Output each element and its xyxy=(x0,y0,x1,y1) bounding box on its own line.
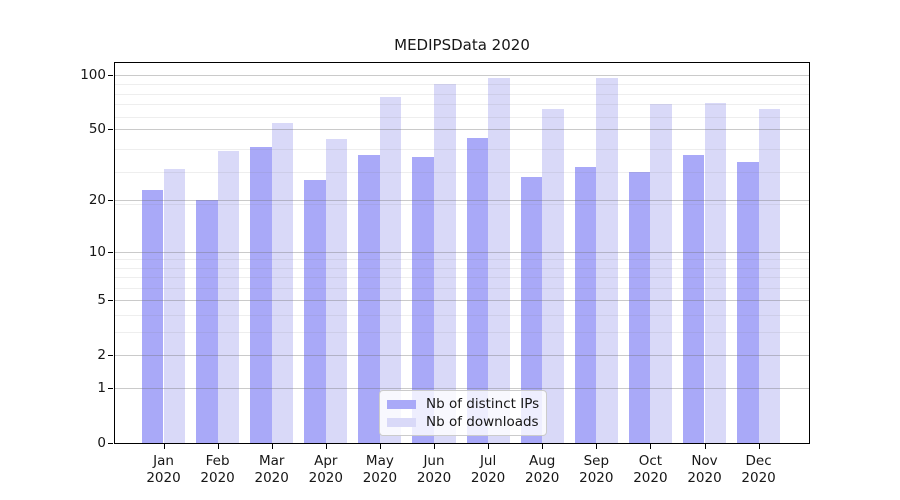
x-tick-mark-jan xyxy=(163,444,165,449)
gridline-major-2 xyxy=(115,355,809,357)
bar-downloads-mar xyxy=(271,123,294,443)
gridline-major-100 xyxy=(115,75,809,76)
x-tick-label-jun: Jun 2020 xyxy=(416,453,452,486)
bar-ips-nov xyxy=(682,155,705,443)
y-tick-mark-50 xyxy=(108,129,113,131)
y-tick-mark-5 xyxy=(108,300,113,302)
x-tick-mark-aug xyxy=(542,444,544,449)
gridline-minor-7 xyxy=(115,277,809,279)
gridline-major-1 xyxy=(115,387,809,389)
bar-ips-may xyxy=(358,155,380,443)
x-tick-label-feb: Feb 2020 xyxy=(200,453,235,486)
gridline-minor-89 xyxy=(115,84,809,86)
bar-downloads-dec xyxy=(758,108,781,443)
gridline-minor-9 xyxy=(115,259,809,261)
legend-item-distinct-ips: Nb of distinct IPs xyxy=(387,396,539,412)
plot-area: Nb of distinct IPs Nb of downloads xyxy=(114,62,810,444)
bar-ips-sep xyxy=(574,166,597,443)
legend-item-downloads: Nb of downloads xyxy=(387,414,539,430)
x-tick-label-aug: Aug 2020 xyxy=(525,453,560,486)
bar-downloads-oct xyxy=(650,104,672,443)
bar-downloads-aug xyxy=(542,108,564,443)
gridline-major-5 xyxy=(115,300,809,302)
y-tick-label-2: 2 xyxy=(97,347,106,364)
gridline-minor-4 xyxy=(115,314,809,316)
y-tick-label-20: 20 xyxy=(88,192,106,209)
y-tick-mark-1 xyxy=(108,387,113,389)
y-tick-mark-100 xyxy=(108,75,113,76)
gridline-minor-6 xyxy=(115,287,809,289)
bar-downloads-nov xyxy=(704,103,727,443)
bar-downloads-apr xyxy=(325,139,348,443)
x-tick-mark-sep xyxy=(596,444,598,449)
y-tick-label-1: 1 xyxy=(97,379,106,396)
x-tick-mark-dec xyxy=(758,444,760,449)
legend: Nb of distinct IPs Nb of downloads xyxy=(379,390,547,436)
bar-downloads-jan xyxy=(163,169,186,443)
legend-swatch-distinct-ips xyxy=(387,399,416,409)
y-tick-label-50: 50 xyxy=(88,121,106,138)
legend-label-distinct-ips: Nb of distinct IPs xyxy=(426,396,540,412)
gridline-major-20 xyxy=(115,200,809,202)
y-tick-label-5: 5 xyxy=(97,292,106,309)
y-tick-label-10: 10 xyxy=(88,243,106,260)
gridline-minor-8 xyxy=(115,267,809,269)
x-tick-label-dec: Dec 2020 xyxy=(741,453,776,486)
legend-label-downloads: Nb of downloads xyxy=(426,414,539,430)
bar-ips-oct xyxy=(628,171,651,443)
bar-downloads-may xyxy=(379,96,402,443)
bar-ips-mar xyxy=(250,146,272,443)
bar-downloads-feb xyxy=(217,150,240,443)
x-tick-mark-jun xyxy=(434,444,435,449)
x-tick-label-nov: Nov 2020 xyxy=(687,453,722,486)
y-tick-mark-0 xyxy=(108,443,113,444)
bar-ips-aug xyxy=(520,177,543,443)
x-tick-label-may: May 2020 xyxy=(362,453,398,486)
y-tick-label-0: 0 xyxy=(97,435,106,451)
bar-ips-dec xyxy=(737,161,759,443)
bar-downloads-jun xyxy=(434,84,456,443)
gridline-minor-29 xyxy=(115,171,809,173)
gridline-minor-3 xyxy=(115,332,809,334)
x-tick-label-apr: Apr 2020 xyxy=(308,453,343,486)
x-tick-mark-nov xyxy=(704,444,706,449)
gridline-minor-19 xyxy=(115,204,809,206)
bar-downloads-sep xyxy=(596,78,618,443)
gridline-major-10 xyxy=(115,251,809,253)
x-tick-label-oct: Oct 2020 xyxy=(633,453,668,486)
x-tick-label-jul: Jul 2020 xyxy=(470,453,506,486)
gridline-minor-59 xyxy=(115,116,809,118)
gridline-minor-39 xyxy=(115,148,809,150)
y-tick-mark-2 xyxy=(108,355,113,357)
x-tick-label-mar: Mar 2020 xyxy=(254,453,289,486)
y-tick-mark-20 xyxy=(108,200,113,202)
x-tick-label-jan: Jan 2020 xyxy=(146,453,181,486)
chart-title: MEDIPSData 2020 xyxy=(394,36,530,54)
bar-ips-feb xyxy=(196,200,218,443)
gridline-minor-69 xyxy=(115,104,809,106)
bar-ips-apr xyxy=(304,180,326,443)
gridline-minor-79 xyxy=(115,93,809,95)
x-tick-mark-jul xyxy=(488,444,490,449)
y-tick-label-100: 100 xyxy=(80,67,106,83)
x-tick-mark-mar xyxy=(271,444,273,449)
gridline-major-50 xyxy=(115,129,809,131)
x-tick-mark-feb xyxy=(217,444,219,449)
x-tick-label-sep: Sep 2020 xyxy=(579,453,614,486)
x-tick-mark-apr xyxy=(325,444,327,449)
bar-ips-jul xyxy=(466,137,489,443)
bar-ips-jan xyxy=(141,189,164,443)
y-tick-mark-10 xyxy=(108,251,113,253)
bar-ips-jun xyxy=(412,157,434,443)
x-tick-mark-may xyxy=(379,444,381,449)
bar-downloads-jul xyxy=(488,78,510,443)
legend-swatch-downloads xyxy=(387,417,416,427)
x-tick-mark-oct xyxy=(650,444,652,449)
